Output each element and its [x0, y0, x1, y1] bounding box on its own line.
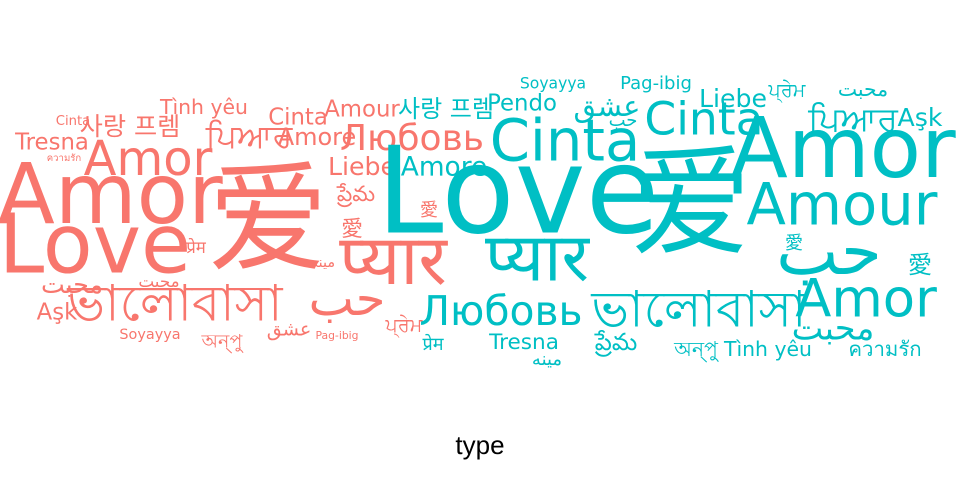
cloud-word: Pag-ibig	[315, 329, 358, 342]
cloud-word: प्यार	[485, 219, 591, 297]
cloud-word: অন্পু	[200, 330, 243, 354]
cloud-word: ความรัก	[848, 337, 921, 361]
cloud-word: ప్రేమ	[336, 182, 375, 208]
cloud-word: حب	[309, 271, 386, 327]
cloud-word: 爱	[208, 151, 328, 290]
cloud-word: Aşk	[37, 300, 78, 326]
cloud-word: Pag-ibig	[620, 73, 692, 94]
cloud-word: Amore	[401, 152, 487, 183]
cloud-word: ความรัก	[47, 153, 82, 164]
cloud-word: حب	[609, 110, 638, 131]
cloud-word: 愛	[908, 251, 932, 279]
cloud-word: Soyayya	[119, 327, 180, 343]
cloud-word: Love	[0, 197, 191, 292]
cloud-word: Cinta	[644, 93, 763, 146]
cloud-word: Любовь	[419, 287, 582, 335]
cloud-word: प्यार	[339, 220, 448, 301]
legend-title: type	[455, 430, 505, 460]
cloud-word: عشق	[574, 89, 641, 123]
cloud-word: Amor	[730, 99, 956, 197]
cloud-word: Amor	[84, 131, 213, 187]
cloud-word: 사랑 프렘	[80, 112, 181, 141]
cloud-word: Cinta	[490, 108, 641, 175]
cloud-word: Amor	[0, 145, 223, 243]
cloud-word: ਪਿਆਰ	[205, 117, 294, 155]
cloud-word: प्रेम	[422, 333, 444, 355]
cloud-word: Cinta	[56, 114, 90, 129]
cloud-word: ਪ੍ਰੇਮ	[768, 79, 806, 104]
cloud-word: مینه	[532, 349, 562, 370]
cloud-word: অন্পু	[673, 337, 719, 362]
cloud-word: ਪ੍ਰੇਮ	[385, 314, 423, 339]
cloud-word: محبت	[792, 309, 875, 348]
cloud-word: محبت	[138, 271, 179, 291]
cloud-word: Tresna	[488, 330, 559, 355]
cloud-word: ভালোবাসা	[590, 280, 808, 339]
cloud-word: Amore	[278, 123, 357, 151]
cloud-word: Love	[376, 123, 659, 262]
cloud-word: Aşk	[898, 103, 943, 132]
cloud-word: Soyayya	[520, 75, 586, 93]
cloud-word: 愛	[341, 217, 363, 242]
cloud-word: Tresna	[14, 130, 89, 156]
cloud-word: 사랑 프렘	[398, 95, 494, 123]
cloud-word: Cinta	[268, 105, 328, 131]
cloud-word: Liebe	[699, 84, 767, 113]
cloud-word: مینه	[311, 255, 335, 271]
cloud-word: 爱	[631, 135, 751, 274]
cloud-word: محبت	[838, 77, 888, 101]
cloud-word: Любовь	[340, 118, 484, 159]
cloud-word: Amor	[795, 269, 937, 330]
cloud-word: Amour	[747, 172, 938, 239]
cloud-word: Tình yêu	[723, 337, 812, 361]
cloud-word: Amour	[324, 97, 400, 123]
cloud-word: 愛	[785, 233, 803, 254]
cloud-word: ప్రేమ	[594, 328, 637, 357]
cloud-word: Pendo	[487, 91, 557, 117]
cloud-word: 愛	[420, 200, 438, 221]
cloud-word: प्रेम	[186, 237, 207, 257]
cloud-word: Tình yêu	[159, 95, 248, 119]
cloud-word: حب	[776, 213, 882, 290]
cloud-word: محبت	[41, 270, 103, 299]
cloud-word: Liebe	[328, 152, 396, 181]
cloud-word: ਪਿਆਰ	[807, 100, 899, 139]
cloud-word: عشق	[267, 318, 312, 341]
cloud-word: ভালোবাসা	[66, 274, 284, 333]
